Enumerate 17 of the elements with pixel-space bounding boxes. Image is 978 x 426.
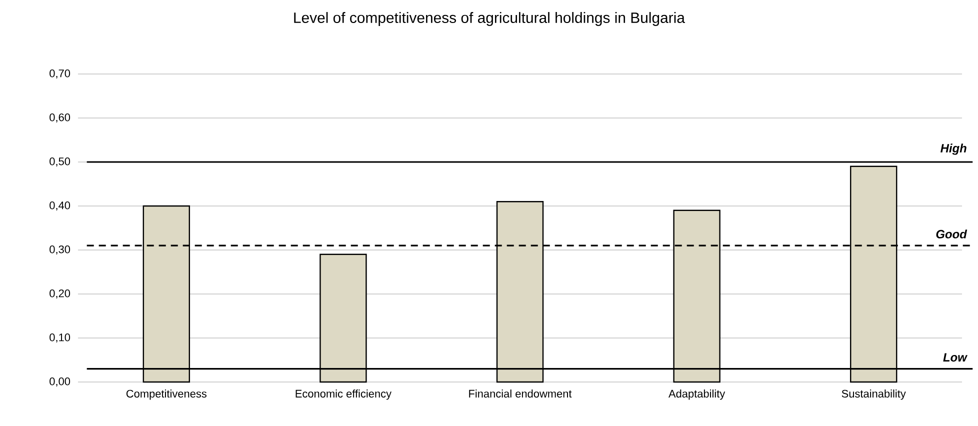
y-tick-label: 0,30: [50, 245, 70, 255]
x-tick-label: Economic efficiency: [296, 390, 392, 400]
ref-line-label: Good: [936, 230, 968, 238]
ref-line-label: High: [940, 144, 966, 155]
y-tick-label: 0,50: [50, 157, 70, 167]
y-tick-label: 0,70: [50, 69, 70, 79]
chart-title: Level of competitiveness of agricultural holdings in Bulgaria: [294, 12, 685, 26]
y-tick-label: 0,40: [50, 201, 70, 211]
y-tick-label: 0,10: [50, 333, 70, 343]
ref-line-label: Low: [943, 353, 968, 362]
x-tick-label: Financial endowment: [469, 390, 572, 398]
y-tick-label: 0,20: [50, 289, 70, 299]
x-tick-label: Adaptability: [668, 390, 726, 400]
x-tick-label: Competitiveness: [126, 390, 206, 400]
y-tick-label: 0,00: [50, 377, 70, 387]
y-tick-label: 0,60: [50, 113, 70, 123]
x-tick-label: Sustainability: [842, 390, 906, 400]
